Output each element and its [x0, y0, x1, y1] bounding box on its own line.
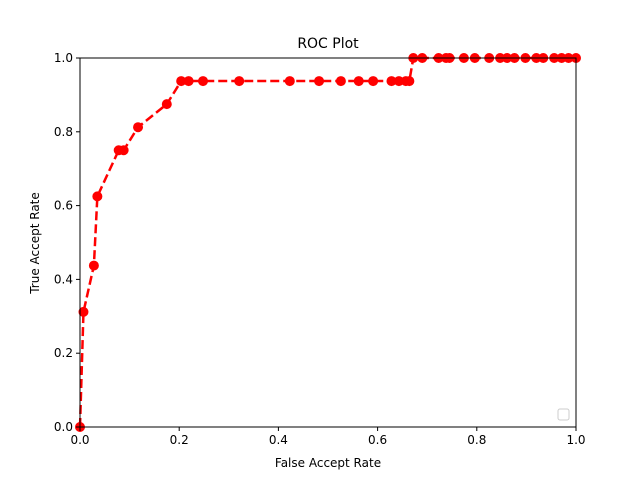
y-axis-title: True Accept Rate: [28, 192, 42, 295]
chart-title: ROC Plot: [297, 36, 359, 52]
x-tick-label: 0.6: [368, 433, 387, 447]
x-tick-label: 0.4: [269, 433, 288, 447]
legend-box: [557, 408, 570, 421]
y-tick-label: 0.0: [54, 420, 73, 434]
y-tick-label: 0.6: [54, 199, 73, 213]
data-point: [368, 76, 379, 87]
data-point: [161, 99, 172, 110]
x-axis-title: False Accept Rate: [275, 456, 381, 470]
x-tick-label: 0.2: [170, 433, 189, 447]
data-point: [284, 76, 295, 87]
plot-background: [80, 58, 576, 427]
ticks: 0.0 0.2 0.4 0.6 0.8 1.0 0.0 0.2 0.4 0.6 0.8 1.0: [54, 51, 586, 447]
legend: [557, 408, 570, 421]
data-point: [404, 76, 415, 87]
axes-frame: [79, 57, 577, 428]
x-tick-label: 1.0: [566, 433, 585, 447]
axes: [79, 57, 577, 428]
data-point: [335, 76, 346, 87]
data-point: [234, 76, 245, 87]
data-point: [183, 76, 194, 87]
data-point: [353, 76, 364, 87]
data-point: [314, 76, 325, 87]
x-tick-label: 0.0: [70, 433, 89, 447]
y-tick-label: 0.2: [54, 346, 73, 360]
x-tick-label: 0.8: [467, 433, 486, 447]
data-point: [78, 306, 89, 317]
data-point: [198, 76, 209, 87]
data-point: [88, 260, 99, 271]
data-point: [92, 191, 103, 202]
series-layer: [75, 53, 581, 432]
data-point: [118, 145, 129, 156]
data-point: [133, 122, 144, 133]
y-tick-label: 0.4: [54, 272, 73, 286]
y-tick-label: 0.8: [54, 125, 73, 139]
y-tick-label: 1.0: [54, 51, 73, 65]
plot-area: [80, 58, 576, 427]
